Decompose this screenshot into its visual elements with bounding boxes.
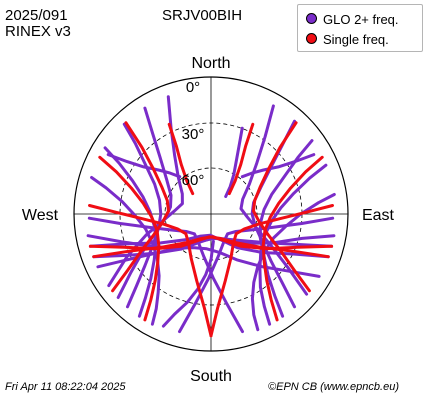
south-label: South [190, 368, 232, 385]
track-single-6 [209, 204, 334, 338]
track-glo-14 [178, 216, 335, 334]
plot-labels: North South West East 0° 30° 60° [22, 55, 395, 385]
footer-timestamp: Fri Apr 11 08:22:04 2025 [5, 381, 126, 393]
track-glo-17 [106, 153, 182, 179]
ring-label-30: 30° [182, 126, 205, 143]
legend-label-single: Single freq. [323, 32, 389, 47]
track-glo-19 [224, 126, 244, 198]
rinex-version: RINEX v3 [5, 23, 71, 40]
legend-marker-glo [306, 13, 317, 24]
legend: GLO 2+ freq. Single freq. [297, 4, 423, 52]
chart-title: SRJV00BIH [162, 7, 243, 24]
track-single-3 [98, 155, 161, 322]
track-single-2 [111, 121, 170, 293]
track-glo-15 [87, 216, 244, 334]
polar-axes [73, 76, 349, 352]
track-single-5 [88, 235, 330, 259]
track-glo-12 [86, 234, 321, 278]
date-code: 2025/091 [5, 7, 68, 24]
west-label: West [22, 207, 59, 224]
satellite-tracks [86, 95, 336, 338]
east-label: East [362, 207, 395, 224]
ring-label-0: 0° [186, 79, 200, 96]
track-single-7 [88, 204, 213, 338]
track-glo-6 [122, 122, 163, 309]
track-single-8 [227, 122, 255, 196]
track-glo-16 [240, 153, 316, 179]
track-single-1 [261, 155, 324, 322]
track-glo-11 [88, 233, 330, 259]
north-label: North [191, 55, 230, 72]
track-single-0 [252, 121, 311, 293]
legend-label-glo: GLO 2+ freq. [323, 12, 399, 27]
footer-credit: ©EPN CB (www.epncb.eu) [268, 381, 399, 393]
ring-label-60: 60° [182, 172, 205, 189]
track-single-9 [167, 122, 195, 196]
legend-marker-single [306, 33, 317, 44]
